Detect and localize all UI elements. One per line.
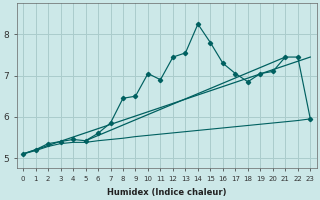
X-axis label: Humidex (Indice chaleur): Humidex (Indice chaleur) xyxy=(107,188,227,197)
